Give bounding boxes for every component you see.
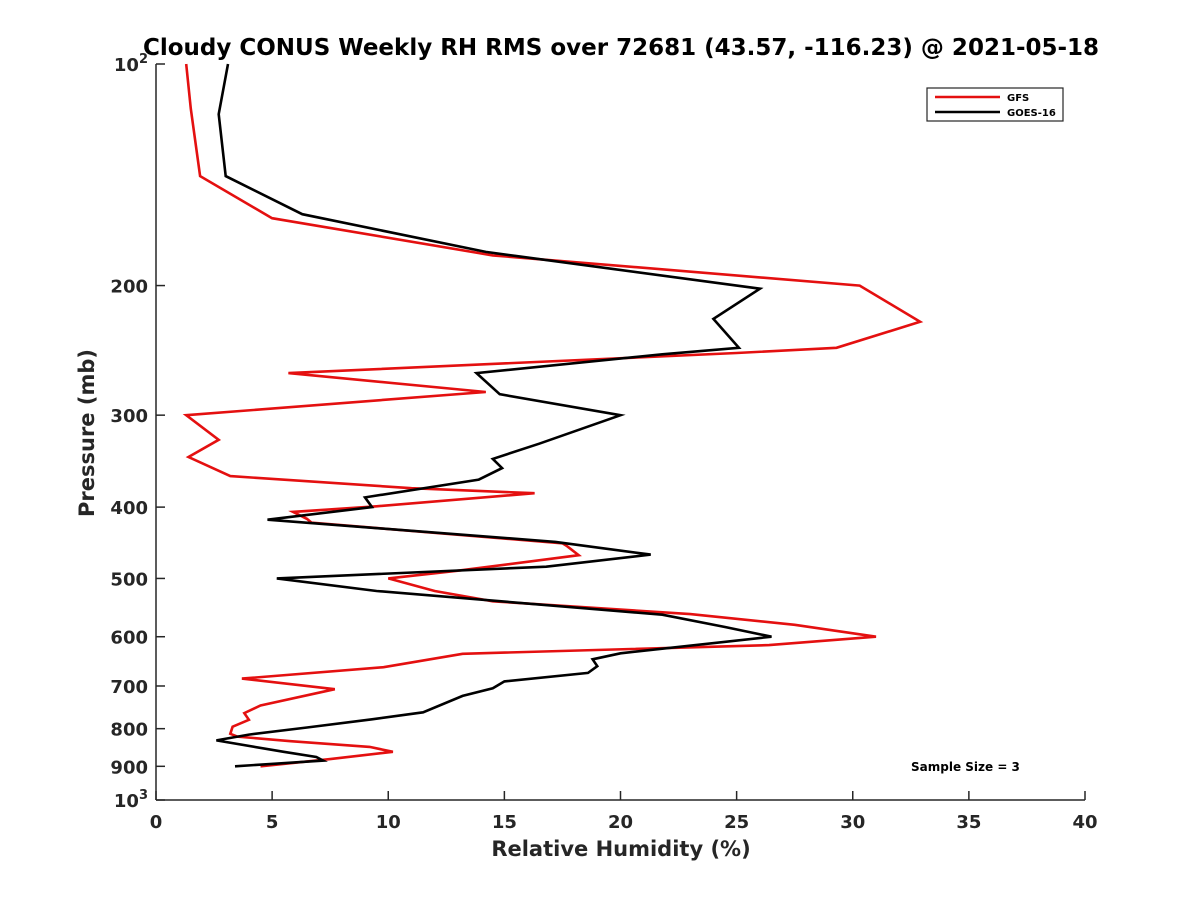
- legend-entry-goes-16: GOES-16: [1007, 108, 1056, 119]
- y-tick-label: 600: [110, 628, 148, 649]
- y-tick-label-base: 900: [110, 757, 148, 778]
- x-tick-label: 30: [840, 812, 865, 833]
- y-tick-label-base: 10: [114, 791, 139, 812]
- x-tick-label: 15: [492, 812, 517, 833]
- plot-area: 0 5 10 15 20 25 30 35 40102200300400500600700800…: [110, 52, 1097, 833]
- chart-title: Cloudy CONUS Weekly RH RMS over 72681 (4…: [143, 35, 1099, 61]
- y-tick-label: 200: [110, 277, 148, 298]
- y-axis-label: Pressure (mb): [75, 349, 99, 517]
- y-tick-label-base: 200: [110, 277, 148, 298]
- y-tick-label: 500: [110, 569, 148, 590]
- y-tick-label-base: 400: [110, 498, 148, 519]
- y-tick-label: 103: [114, 788, 148, 812]
- y-tick-label: 900: [110, 757, 148, 778]
- y-tick-label: 800: [110, 720, 148, 741]
- y-tick-label-exponent: 3: [139, 788, 148, 803]
- y-tick-label-base: 10: [114, 55, 139, 76]
- x-tick-label: 0: [150, 812, 163, 833]
- x-tick-label: 5: [266, 812, 279, 833]
- x-axis-label: Relative Humidity (%): [491, 837, 750, 861]
- x-tick-label: 10: [376, 812, 401, 833]
- x-tick-label: 35: [956, 812, 981, 833]
- y-tick-label-base: 300: [110, 406, 148, 427]
- y-tick-label-exponent: 2: [139, 52, 148, 67]
- y-tick-label: 102: [114, 52, 148, 76]
- x-tick-label: 20: [608, 812, 633, 833]
- series-line-gfs: [182, 63, 924, 768]
- y-tick-label: 300: [110, 406, 148, 427]
- x-tick-label: 25: [724, 812, 749, 833]
- legend-entry-gfs: GFS: [1007, 93, 1029, 104]
- legend: GFS GOES-16: [926, 87, 1064, 122]
- y-tick-label: 700: [110, 677, 148, 698]
- y-tick-label-base: 700: [110, 677, 148, 698]
- y-tick-label: 400: [110, 498, 148, 519]
- y-tick-label-base: 600: [110, 628, 148, 649]
- sample-size-annotation: Sample Size = 3: [911, 760, 1020, 774]
- series-line-goes-16: [216, 63, 772, 768]
- y-tick-label-base: 800: [110, 720, 148, 741]
- y-tick-label-base: 500: [110, 569, 148, 590]
- x-tick-label: 40: [1072, 812, 1097, 833]
- legend-box: [926, 87, 1064, 122]
